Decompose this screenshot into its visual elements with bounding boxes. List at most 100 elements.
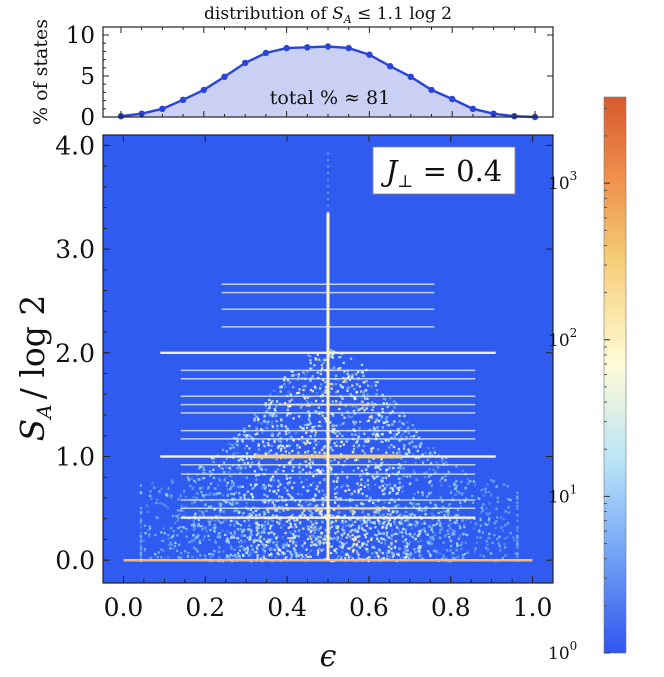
- density-cell: [418, 508, 421, 511]
- density-cell: [423, 472, 426, 475]
- colorbar-tick-base: 10: [548, 644, 570, 664]
- density-cell: [367, 402, 370, 405]
- density-cell: [318, 481, 322, 484]
- density-cell: [404, 438, 407, 441]
- density-cell: [516, 519, 519, 522]
- density-cell: [374, 466, 377, 469]
- density-cell: [351, 433, 354, 436]
- density-cell: [357, 484, 360, 487]
- density-cell: [369, 521, 372, 524]
- density-cell: [357, 490, 360, 494]
- density-cell: [390, 423, 393, 427]
- density-cell: [399, 464, 402, 468]
- density-cell: [361, 371, 364, 374]
- density-cell: [376, 435, 379, 438]
- density-cell: [245, 502, 248, 505]
- density-cell: [218, 546, 221, 549]
- density-cell: [398, 414, 401, 417]
- density-cell: [516, 501, 519, 504]
- density-cell: [217, 550, 221, 553]
- title-symbol: S: [332, 4, 344, 24]
- density-cell: [393, 518, 396, 521]
- density-cell: [178, 513, 181, 516]
- density-cell: [268, 527, 272, 530]
- density-cell: [401, 414, 405, 418]
- annotation-box: [372, 146, 516, 195]
- density-cell: [276, 434, 280, 437]
- density-cell: [340, 486, 343, 489]
- density-cell: [408, 474, 411, 477]
- density-cell: [366, 540, 370, 543]
- density-cell: [347, 386, 350, 389]
- density-cell: [139, 484, 143, 487]
- density-cell: [306, 452, 309, 455]
- density-cell: [343, 529, 346, 532]
- density-cell: [378, 532, 381, 535]
- density-cell: [285, 520, 289, 523]
- density-cell: [393, 521, 396, 524]
- density-cell: [399, 513, 402, 516]
- density-cell: [209, 482, 213, 485]
- distribution-point: [304, 44, 311, 51]
- density-cell: [250, 513, 253, 517]
- density-cell: [416, 449, 419, 453]
- density-cell: [279, 519, 282, 522]
- density-cell: [335, 486, 339, 489]
- density-cell: [303, 441, 306, 444]
- density-cell: [335, 440, 339, 444]
- density-cell: [388, 549, 391, 552]
- density-cell: [381, 552, 384, 555]
- density-cell: [257, 443, 260, 446]
- density-cell: [466, 482, 470, 485]
- density-cell: [337, 367, 340, 370]
- density-cell: [325, 431, 328, 434]
- density-cell: [434, 503, 437, 506]
- density-cell: [416, 534, 420, 537]
- density-cell: [490, 494, 493, 497]
- density-cell: [340, 555, 343, 559]
- density-cell: [205, 509, 208, 512]
- density-cell: [332, 514, 335, 517]
- density-cell: [389, 524, 392, 527]
- density-cell: [139, 531, 143, 535]
- density-cell: [516, 491, 519, 494]
- density-cell: [213, 529, 216, 533]
- density-cell: [312, 447, 316, 450]
- density-cell: [379, 550, 382, 553]
- density-cell: [424, 513, 427, 516]
- density-cell: [251, 487, 254, 490]
- density-cell: [313, 385, 317, 388]
- density-cell: [313, 496, 316, 499]
- density-cell: [346, 457, 349, 460]
- density-cell: [404, 531, 407, 534]
- density-cell: [448, 527, 451, 530]
- density-cell: [322, 378, 325, 382]
- density-cell: [230, 520, 233, 523]
- density-cell: [177, 556, 180, 559]
- density-cell: [231, 501, 234, 504]
- density-cell: [341, 546, 344, 549]
- density-cell: [359, 518, 362, 522]
- density-cell: [381, 461, 385, 464]
- density-cell: [462, 532, 465, 536]
- density-cell: [336, 530, 339, 533]
- density-cell: [378, 522, 381, 525]
- density-cell: [385, 484, 389, 487]
- density-cell: [270, 444, 273, 447]
- density-cell: [298, 388, 301, 391]
- density-cell: [202, 468, 206, 472]
- density-cell: [397, 466, 400, 470]
- density-cell: [348, 378, 352, 381]
- density-cell: [331, 400, 334, 403]
- density-cell: [212, 526, 215, 529]
- density-cell: [277, 548, 281, 551]
- density-cell: [153, 486, 156, 489]
- density-cell: [320, 510, 323, 513]
- density-cell: [270, 485, 273, 488]
- density-cell: [381, 426, 385, 429]
- density-cell: [313, 450, 316, 454]
- density-cell: [484, 491, 488, 494]
- density-cell: [392, 400, 396, 403]
- density-cell: [356, 530, 360, 534]
- density-cell: [480, 506, 483, 509]
